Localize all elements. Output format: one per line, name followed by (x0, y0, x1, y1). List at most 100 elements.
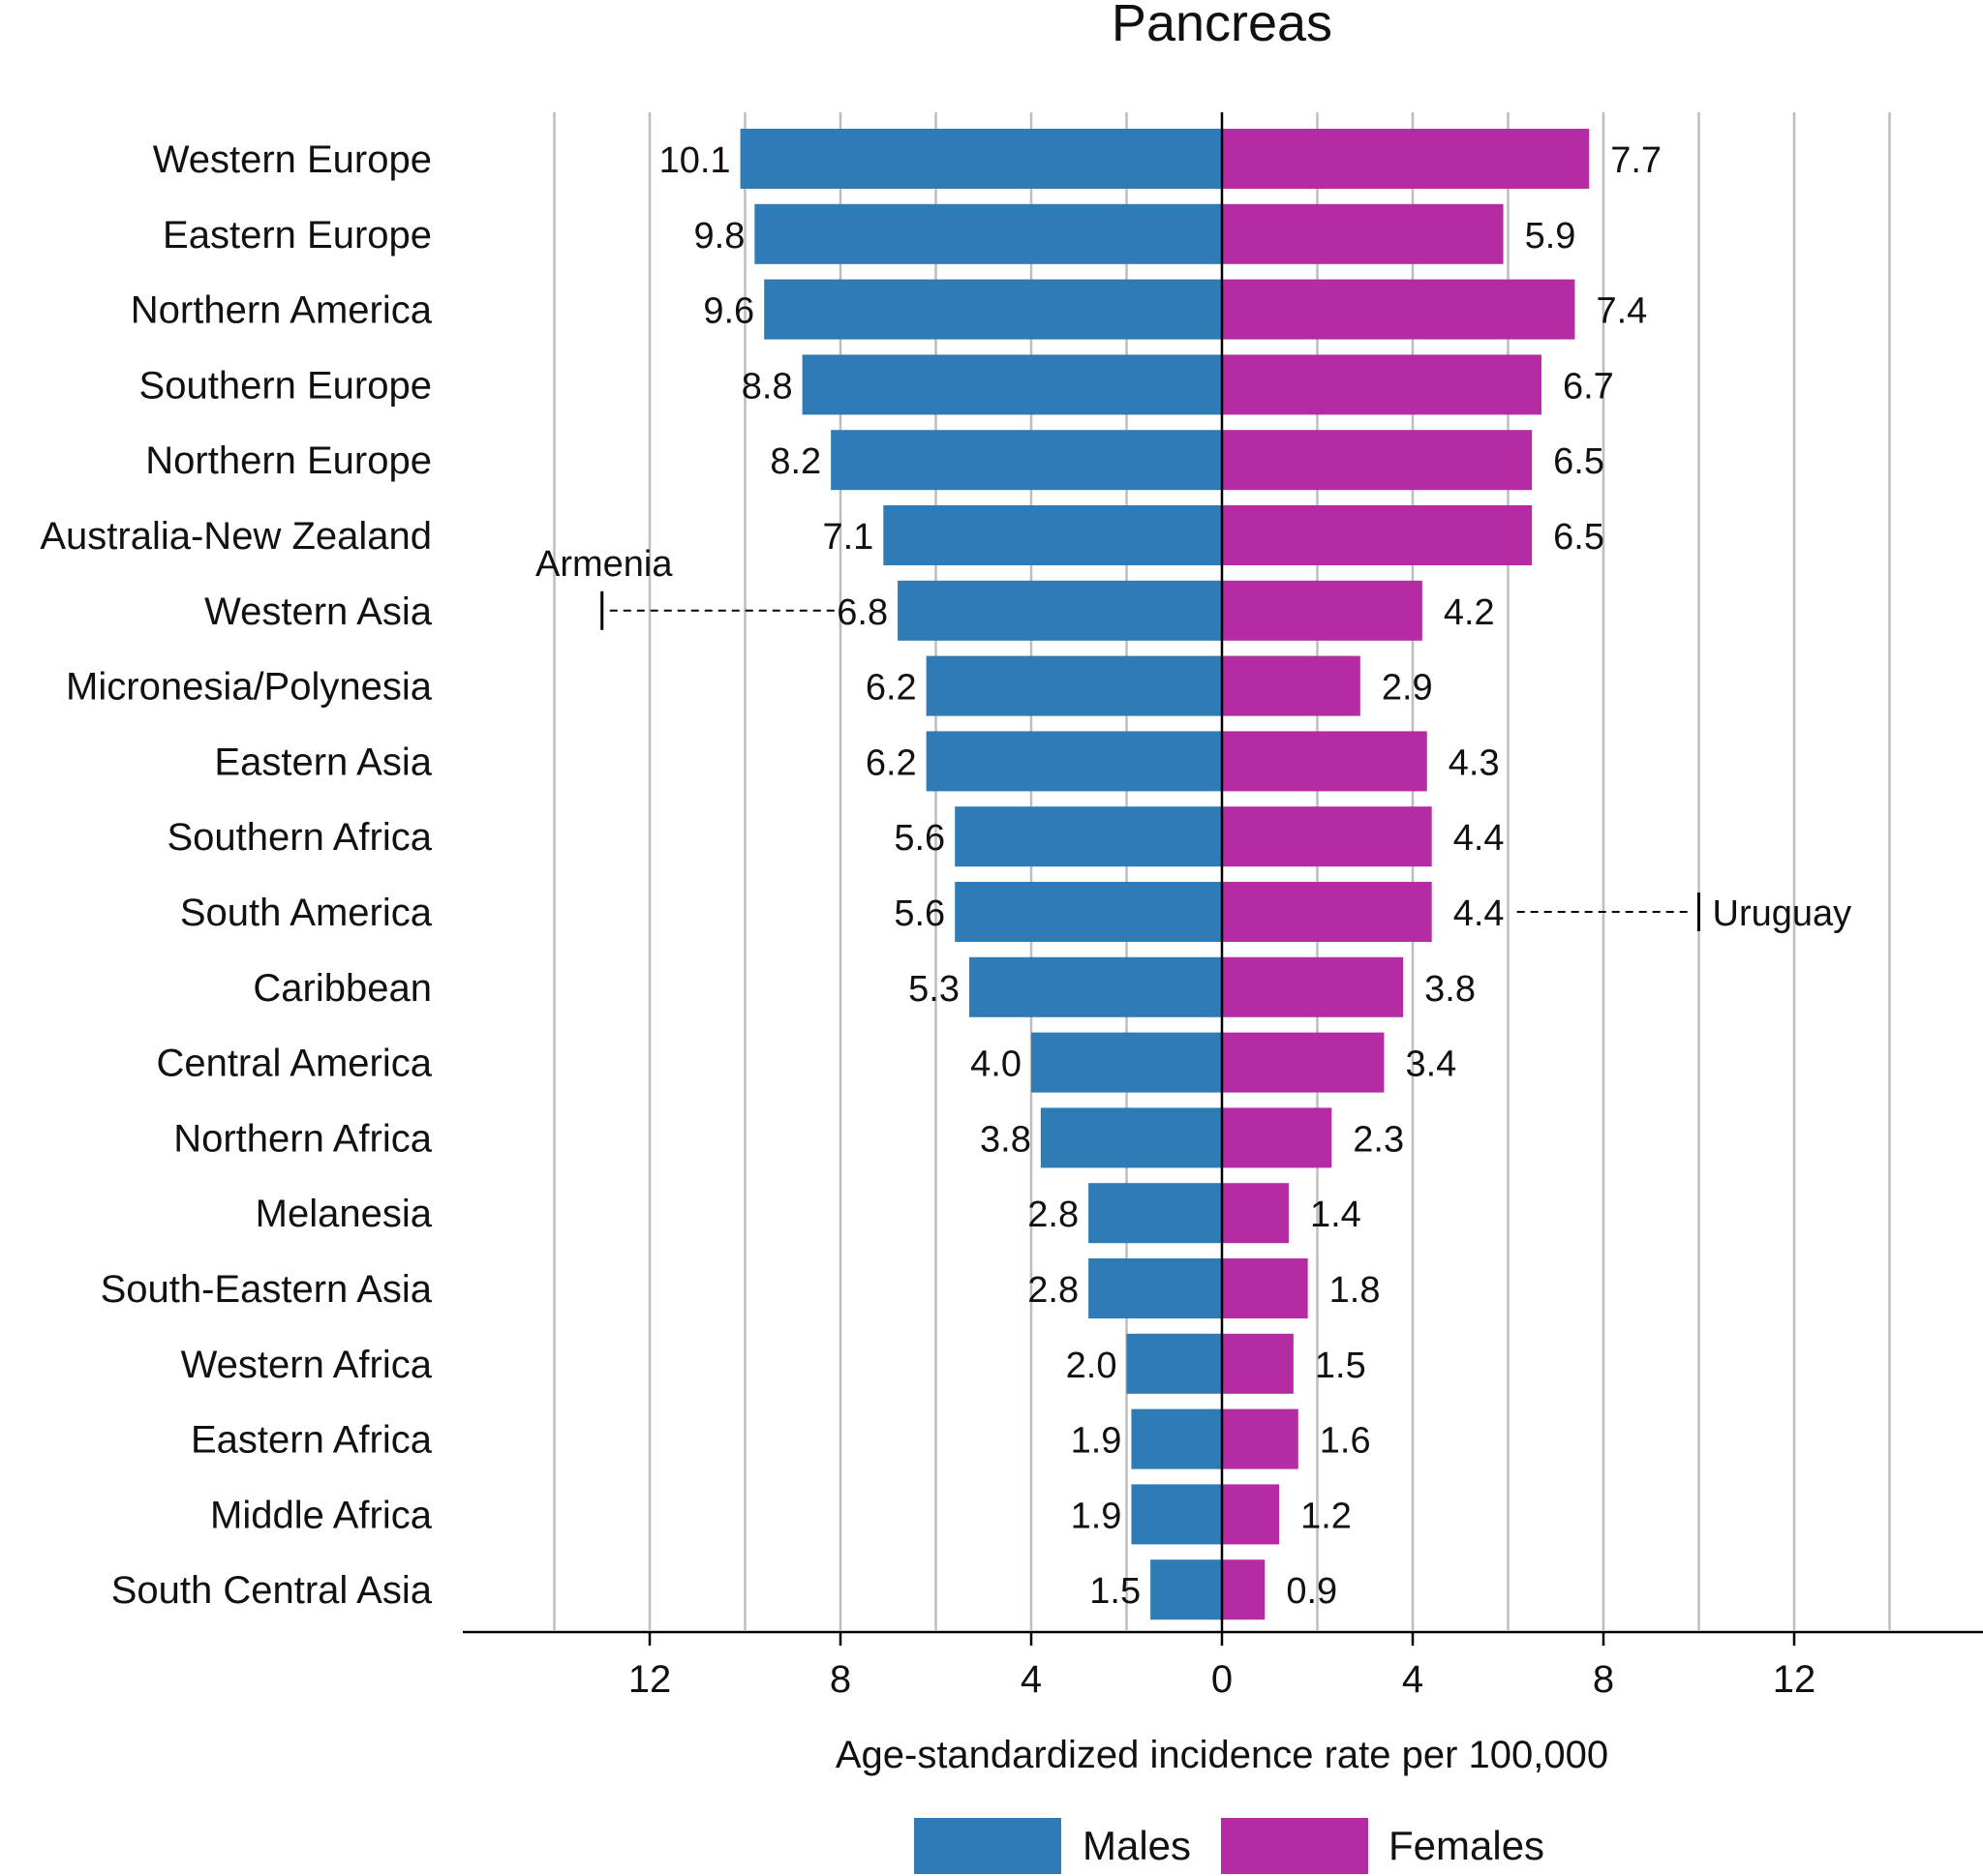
value-label-females: 3.8 (1424, 969, 1476, 1010)
bar-females (1222, 430, 1533, 491)
category-label: Australia-New Zealand (40, 515, 432, 558)
legend: Males Females (914, 1818, 1544, 1874)
value-label-males: 6.8 (837, 592, 888, 633)
value-label-females: 7.4 (1596, 291, 1647, 332)
category-label: Eastern Asia (214, 741, 432, 783)
value-label-females: 4.2 (1444, 592, 1495, 633)
bar-females (1222, 1107, 1332, 1168)
annotations: Armenia Uruguay (535, 544, 1851, 934)
bar-males (1131, 1484, 1222, 1545)
value-label-males: 2.8 (1027, 1270, 1079, 1311)
x-axis-label: Age-standardized incidence rate per 100,… (836, 1734, 1608, 1776)
bar-females (1222, 1484, 1280, 1545)
bar-females (1222, 354, 1541, 415)
value-labels: 10.1 7.7 9.8 5.9 9.6 7.4 8.8 6.7 8.2 6.5 7.1 6.5 6.8… (659, 140, 1662, 1612)
value-label-females: 7.7 (1610, 140, 1662, 181)
category-label: South America (180, 892, 433, 934)
value-label-males: 6.2 (866, 668, 917, 709)
value-label-females: 1.4 (1310, 1195, 1361, 1235)
bar-females (1222, 882, 1432, 942)
bar-males (883, 505, 1222, 565)
value-label-males: 3.8 (980, 1119, 1031, 1160)
value-label-males: 10.1 (659, 140, 731, 181)
category-label: South Central Asia (111, 1569, 433, 1612)
x-tick-label: 12 (1773, 1658, 1816, 1701)
x-tick-label: 0 (1211, 1658, 1233, 1701)
category-label: Northern Europe (145, 439, 432, 482)
bar-females (1222, 1032, 1385, 1093)
value-label-males: 2.8 (1027, 1195, 1079, 1235)
value-label-males: 8.2 (770, 441, 821, 482)
value-label-males: 1.9 (1071, 1421, 1122, 1462)
bar-males (1131, 1408, 1222, 1469)
bar-males (831, 430, 1222, 491)
value-label-females: 2.3 (1353, 1119, 1404, 1160)
bar-males (968, 956, 1222, 1017)
value-label-males: 1.5 (1089, 1571, 1141, 1612)
value-label-females: 4.4 (1453, 893, 1505, 934)
category-label: Western Africa (181, 1344, 433, 1386)
x-tick-label: 4 (1402, 1658, 1423, 1701)
bar-males (898, 580, 1222, 641)
bar-females (1222, 655, 1360, 716)
value-label-males: 9.8 (694, 216, 746, 257)
value-label-males: 5.6 (894, 818, 945, 859)
bar-females (1222, 1258, 1308, 1318)
value-label-males: 1.9 (1071, 1496, 1122, 1536)
bar-males (1150, 1559, 1222, 1620)
bar-males (1088, 1258, 1222, 1318)
value-label-males: 5.3 (908, 969, 960, 1010)
value-label-males: 4.0 (970, 1044, 1022, 1085)
bar-males (1031, 1032, 1222, 1093)
bar-females (1222, 1559, 1266, 1620)
value-label-females: 5.9 (1525, 216, 1576, 257)
bar-females (1222, 580, 1422, 641)
category-label: Central America (156, 1043, 432, 1085)
value-label-females: 6.5 (1553, 517, 1604, 558)
bar-males (926, 731, 1222, 792)
category-label: Caribbean (253, 967, 432, 1010)
legend-swatch-males (914, 1818, 1061, 1874)
bar-males (754, 203, 1222, 264)
value-label-females: 6.7 (1563, 366, 1614, 407)
x-tick-label: 8 (1593, 1658, 1614, 1701)
bar-females (1222, 129, 1590, 189)
category-label: Northern Africa (173, 1117, 433, 1160)
value-label-males: 6.2 (866, 742, 917, 783)
value-label-females: 6.5 (1553, 441, 1604, 482)
value-label-females: 4.4 (1453, 818, 1505, 859)
bar-females (1222, 203, 1504, 264)
bar-females (1222, 1408, 1298, 1469)
x-tick-label: 8 (830, 1658, 851, 1701)
value-label-females: 1.8 (1329, 1270, 1381, 1311)
chart-title: Pancreas (1112, 0, 1332, 52)
value-label-males: 5.6 (894, 893, 945, 934)
bar-females (1222, 806, 1432, 867)
value-label-females: 3.4 (1405, 1044, 1456, 1085)
bar-males (926, 655, 1222, 716)
value-label-males: 7.1 (822, 517, 873, 558)
legend-swatch-females (1221, 1818, 1368, 1874)
bar-males (1088, 1183, 1222, 1244)
bar-males (1126, 1333, 1222, 1394)
value-label-females: 2.9 (1382, 668, 1433, 709)
bar-females (1222, 505, 1533, 565)
category-label: Eastern Africa (191, 1419, 433, 1462)
bar-females (1222, 1183, 1289, 1244)
category-label: South-Eastern Asia (101, 1268, 433, 1311)
bar-males (802, 354, 1222, 415)
value-label-females: 0.9 (1286, 1571, 1337, 1612)
value-label-females: 4.3 (1449, 742, 1500, 783)
category-label: Southern Africa (168, 816, 433, 859)
bar-males (955, 806, 1222, 867)
value-label-males: 8.8 (742, 366, 793, 407)
category-label: Northern America (131, 289, 433, 332)
category-label: Southern Europe (139, 364, 432, 407)
bar-males (955, 882, 1222, 942)
bar-females (1222, 731, 1427, 792)
category-label: Micronesia/Polynesia (66, 666, 433, 709)
category-label: Middle Africa (210, 1494, 433, 1536)
bar-females (1222, 956, 1404, 1017)
x-tick-label: 4 (1021, 1658, 1042, 1701)
